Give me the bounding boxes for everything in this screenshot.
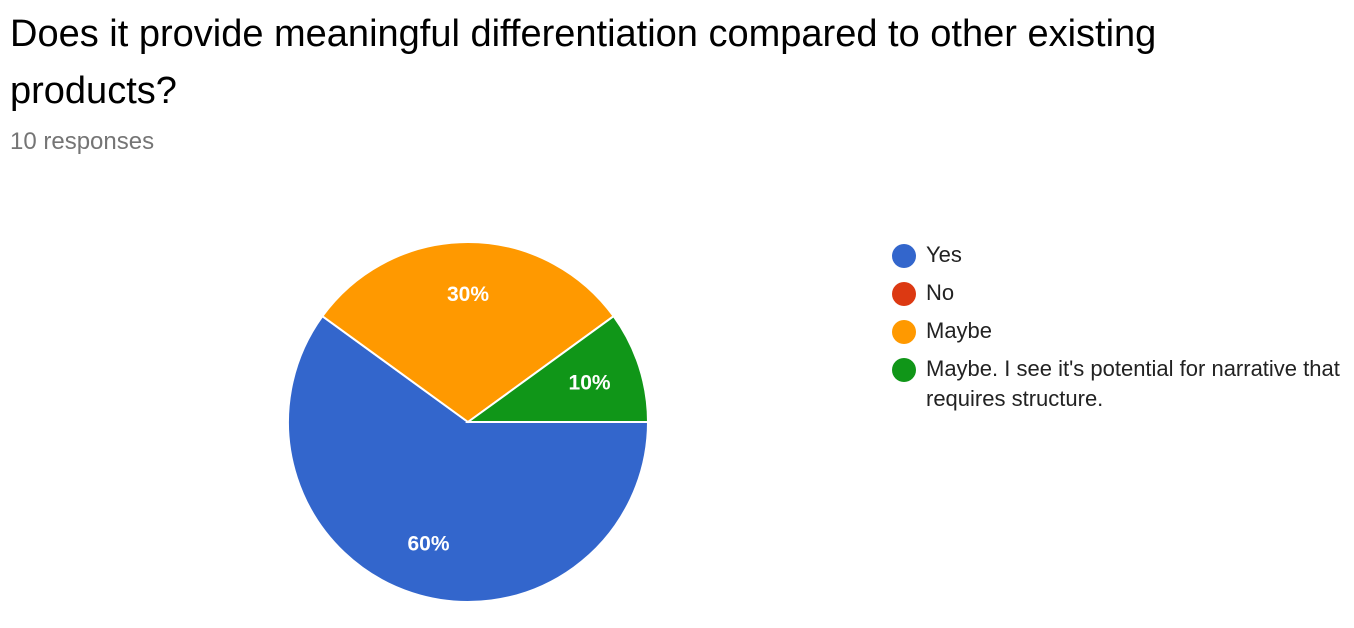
legend-label-no: No [926,280,955,305]
question-title: Does it provide meaningful differentiati… [10,13,1157,112]
legend-label-maybe-narrative: Maybe. I see it's potential for narrativ… [926,356,1340,411]
pie-slice-label-maybe-i-see-it-s-potenti: 10% [569,372,611,395]
pie-slice-yes[interactable] [287,314,650,603]
legend-item-maybe-narrative[interactable]: Maybe. I see it's potential for narrativ… [891,354,1341,414]
pie-slice-label-yes: 60% [407,533,449,556]
legend-swatch-no [892,282,916,306]
pie-slice-maybe[interactable] [320,241,616,424]
chart-legend: Yes No Maybe Maybe. I see it's potential… [891,240,1341,422]
response-count: 10 responses [10,128,155,155]
legend-item-maybe[interactable]: Maybe [891,316,1341,346]
pie-slices [287,241,650,603]
legend-swatch-yes [892,244,916,268]
legend-label-yes: Yes [926,242,962,267]
pie-slice-label-maybe: 30% [447,283,489,306]
legend-swatch-maybe [892,320,916,344]
legend-label-maybe: Maybe [926,318,993,343]
pie-labels: 60% 30% 10% [407,283,610,555]
legend-swatch-maybe-narrative [892,358,916,382]
pie-slice-maybe-i-see-it-s-potenti[interactable] [464,314,650,423]
legend-item-yes[interactable]: Yes [891,240,1341,270]
legend-item-no[interactable]: No [891,278,1341,308]
